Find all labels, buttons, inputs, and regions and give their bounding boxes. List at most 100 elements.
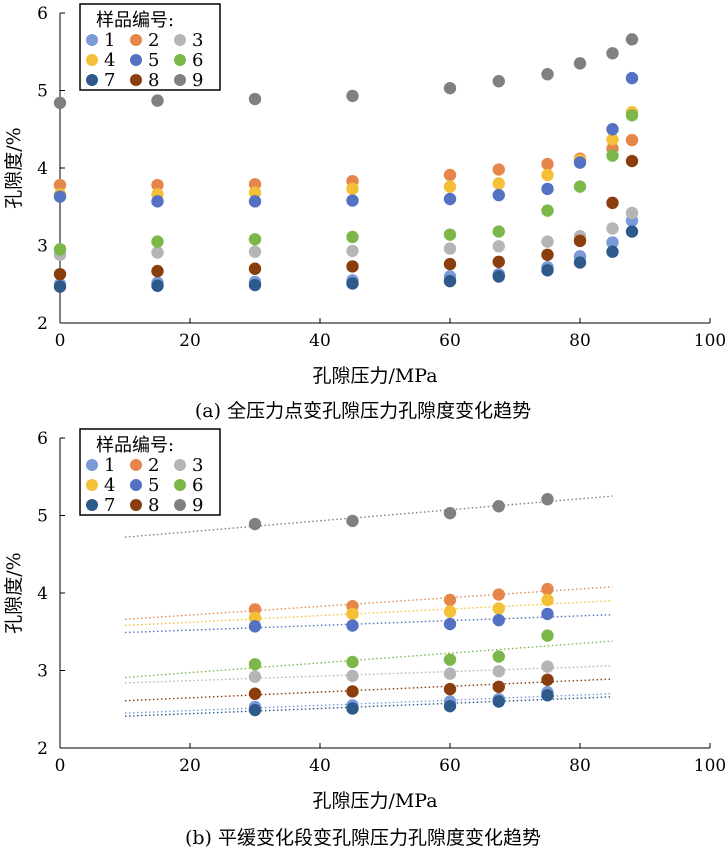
point-series-6 — [541, 204, 554, 217]
trendline-8 — [124, 678, 613, 702]
point-series-2 — [53, 178, 67, 192]
x-tick-label: 100 — [694, 756, 726, 776]
x-tick-label: 40 — [309, 331, 331, 351]
legend-marker-5 — [130, 54, 142, 66]
legend-label-9: 9 — [192, 495, 203, 516]
point-series-6 — [625, 109, 639, 122]
trendline-1 — [124, 693, 613, 714]
legend-marker-8 — [130, 499, 142, 511]
point-series-3 — [248, 245, 262, 258]
point-series-9 — [606, 47, 619, 60]
point-series-5 — [492, 613, 505, 627]
point-series-7 — [443, 699, 457, 713]
trendline-5 — [124, 614, 613, 634]
point-series-8 — [492, 255, 505, 268]
point-series-3 — [625, 206, 639, 220]
legend-label-6: 6 — [192, 50, 203, 71]
point-series-8 — [151, 264, 164, 278]
chart-b-plot: 0 20 40 60 80 100 2 3 4 5 6 孔隙压力/MPa 孔隙度/% 样品编号:1 2 3 4 5… — [3, 428, 726, 812]
point-series-8 — [346, 260, 359, 273]
point-series-5 — [443, 192, 457, 206]
legend-marker-3 — [174, 459, 186, 471]
x-tick-label: 100 — [694, 331, 726, 351]
point-series-3 — [248, 670, 262, 683]
trendline-9 — [124, 495, 613, 538]
point-series-4 — [606, 133, 619, 146]
point-series-8 — [53, 267, 67, 281]
x-tick-label: 60 — [439, 331, 461, 351]
point-series-2 — [492, 588, 505, 601]
point-series-3 — [443, 667, 457, 680]
point-series-8 — [573, 234, 587, 248]
point-series-5 — [492, 188, 505, 202]
point-series-2 — [541, 582, 554, 596]
point-series-6 — [151, 235, 164, 248]
point-series-4 — [443, 605, 457, 618]
legend-marker-1 — [86, 459, 98, 471]
y-axis-label: 孔隙度/% — [3, 552, 25, 633]
point-series-2 — [492, 163, 505, 176]
point-series-5 — [53, 190, 67, 203]
point-series-4 — [492, 177, 505, 190]
point-series-9 — [248, 517, 262, 531]
point-series-2 — [625, 133, 639, 147]
point-series-8 — [541, 673, 554, 686]
legend-marker-1 — [86, 34, 98, 46]
legend-label-2: 2 — [148, 455, 159, 476]
point-series-8 — [625, 154, 639, 168]
point-series-8 — [248, 687, 262, 700]
x-tick-label: 20 — [179, 331, 201, 351]
y-tick-label: 3 — [37, 237, 48, 257]
y-tick-label: 2 — [37, 314, 48, 334]
trendline-2 — [124, 586, 613, 621]
point-series-6 — [248, 658, 262, 671]
point-series-4 — [346, 182, 359, 196]
point-series-6 — [53, 243, 67, 256]
point-series-8 — [443, 682, 457, 696]
point-series-5 — [606, 123, 619, 136]
point-series-9 — [53, 96, 67, 110]
point-series-9 — [541, 493, 554, 506]
point-series-6 — [443, 653, 457, 666]
point-series-5 — [346, 619, 359, 632]
point-series-5 — [573, 156, 587, 169]
legend-marker-2 — [130, 459, 142, 471]
point-series-7 — [248, 278, 262, 292]
legend-marker-4 — [86, 479, 98, 491]
legend-label-7: 7 — [104, 70, 115, 91]
point-series-7 — [606, 245, 619, 258]
legend-box — [79, 428, 221, 516]
legend-label-1: 1 — [104, 30, 115, 51]
point-series-5 — [541, 182, 554, 196]
point-series-6 — [606, 149, 619, 162]
point-series-3 — [346, 244, 359, 258]
x-tick-label: 80 — [569, 331, 591, 351]
x-tick-label: 20 — [179, 756, 201, 776]
legend-label-8: 8 — [148, 495, 159, 516]
legend-label-1: 1 — [104, 455, 115, 476]
x-tick-label: 0 — [55, 756, 66, 776]
y-tick-label: 6 — [37, 429, 48, 449]
point-series-4 — [248, 186, 262, 199]
point-series-2 — [248, 603, 262, 616]
point-series-7 — [151, 279, 164, 292]
point-series-4 — [346, 607, 359, 621]
chart-b-caption: (b) 平缓变化段变孔隙压力孔隙度变化趋势 — [184, 827, 542, 849]
point-series-9 — [346, 89, 359, 103]
y-axis-label: 孔隙度/% — [3, 127, 25, 208]
legend-marker-2 — [130, 34, 142, 46]
point-series-4 — [248, 611, 262, 624]
legend-title: 样品编号: — [96, 10, 174, 31]
point-series-6 — [492, 650, 505, 663]
y-tick-label: 2 — [37, 739, 48, 759]
point-series-8 — [492, 680, 505, 693]
point-series-9 — [443, 506, 457, 520]
point-series-3 — [492, 665, 505, 678]
point-series-6 — [248, 233, 262, 246]
point-series-7 — [573, 256, 587, 269]
legend-box — [79, 3, 221, 91]
point-series-4 — [541, 168, 554, 182]
trendline-3 — [124, 665, 613, 684]
point-series-9 — [541, 68, 554, 81]
point-series-3 — [151, 246, 164, 259]
